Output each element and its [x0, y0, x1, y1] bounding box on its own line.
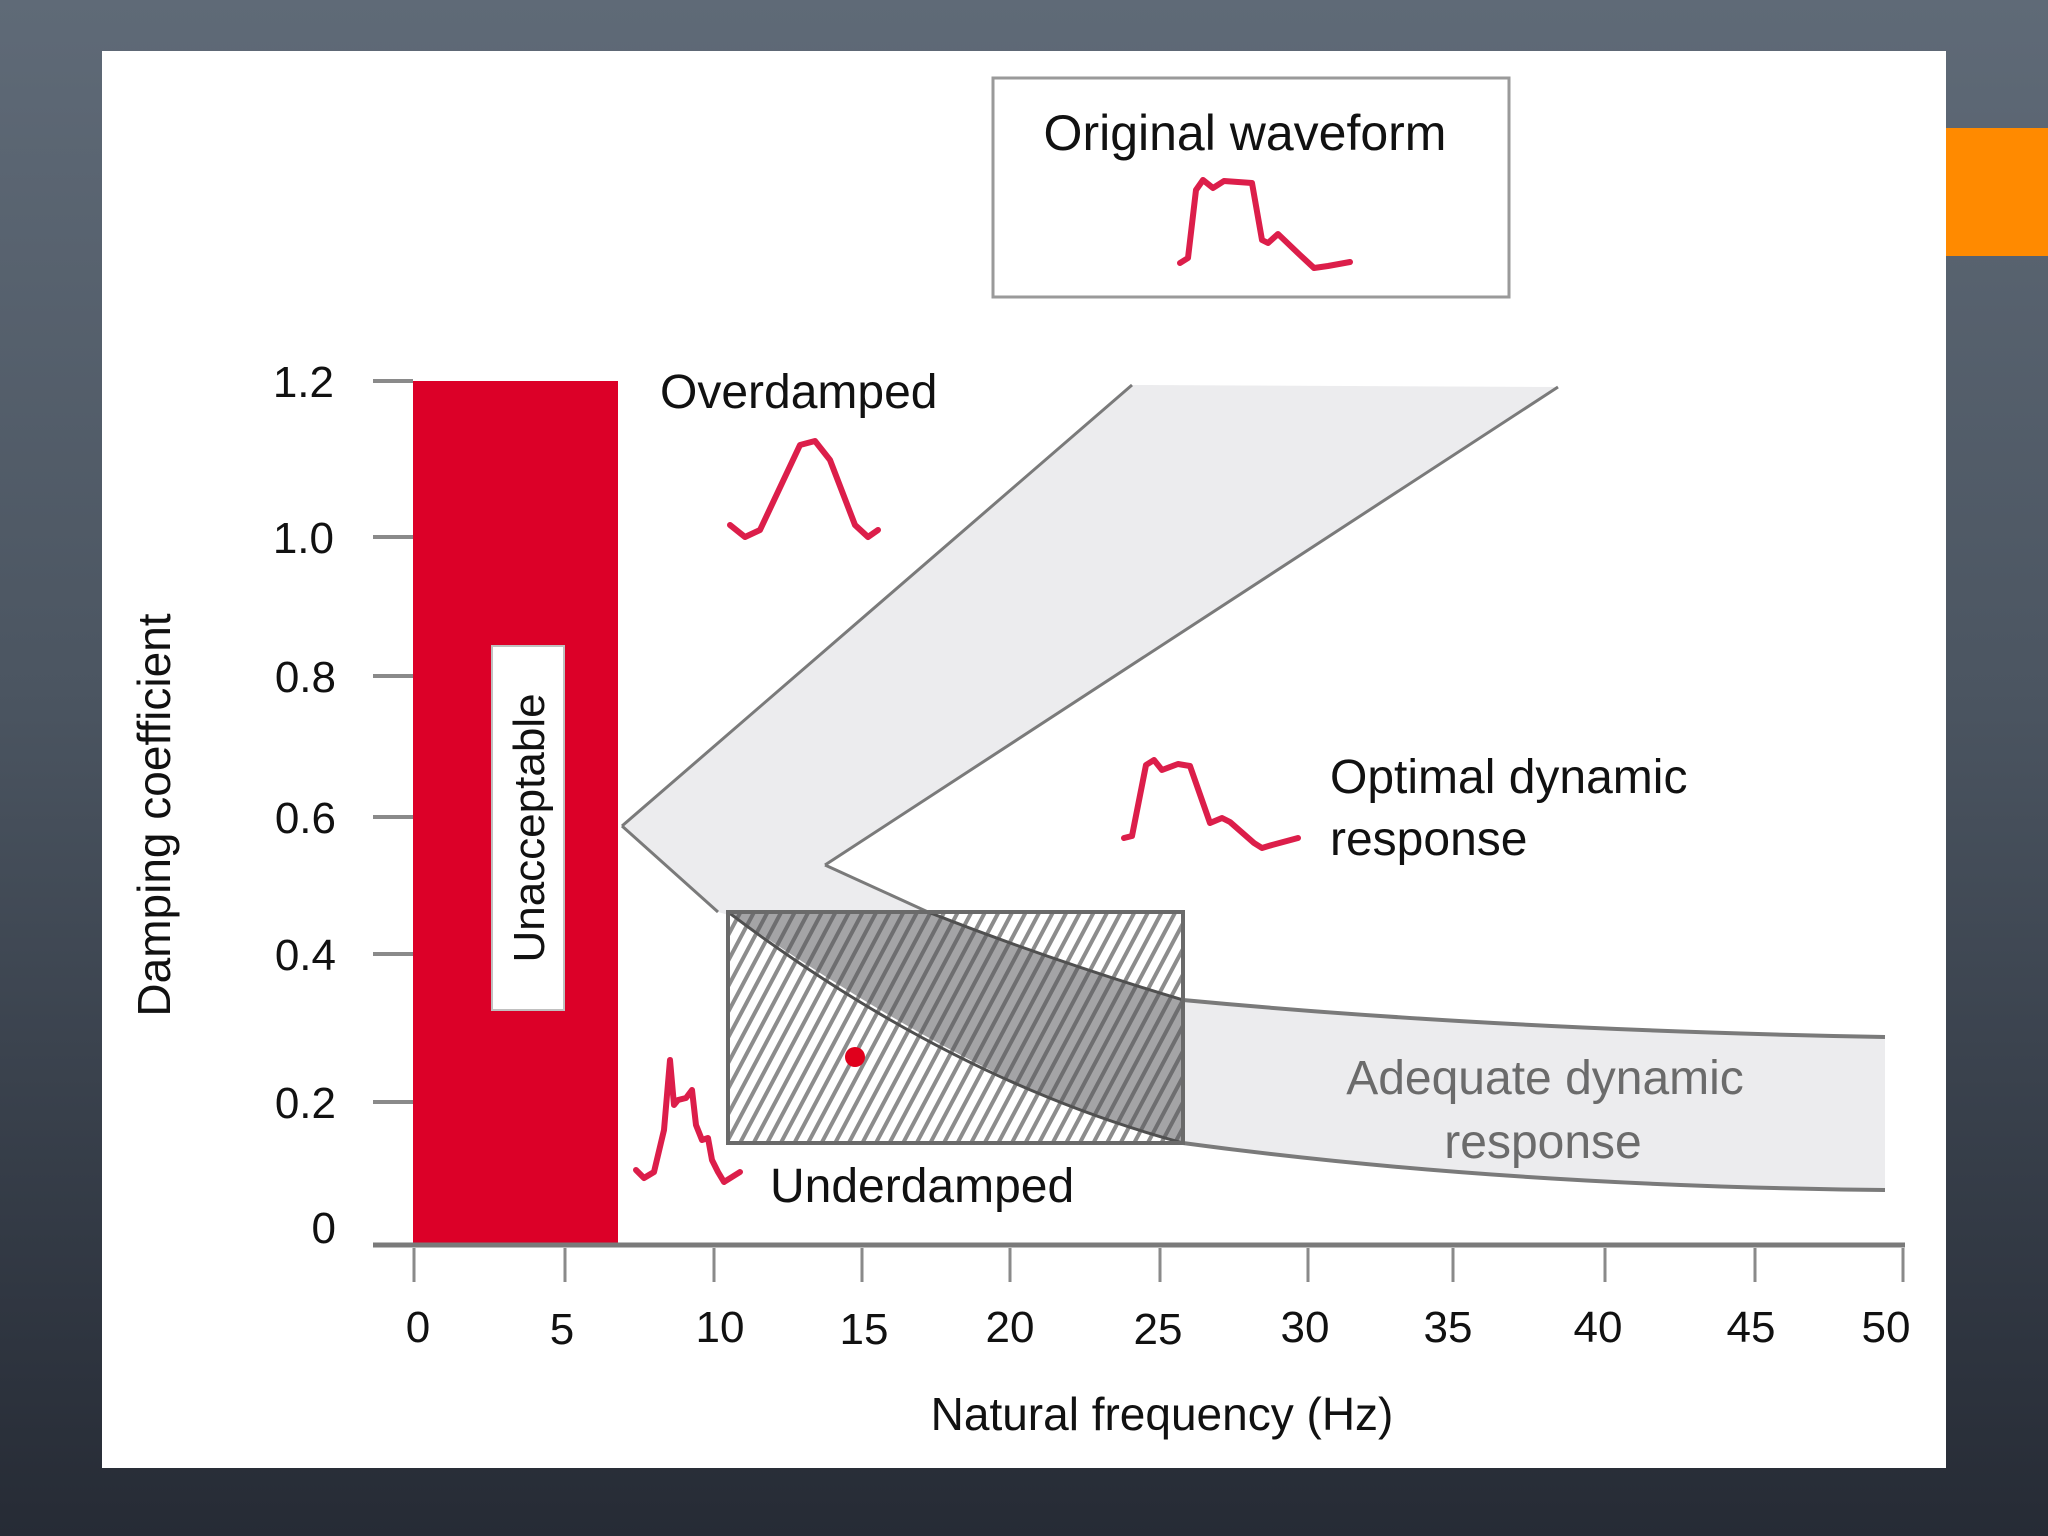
svg-text:30: 30: [1281, 1303, 1330, 1352]
optimal-band: [622, 385, 1558, 912]
orange-accent-bar: [1946, 128, 2048, 256]
svg-text:0.8: 0.8: [275, 653, 336, 702]
svg-text:15: 15: [840, 1305, 889, 1354]
underdamped-waveform-icon: [633, 1057, 743, 1185]
y-axis: [373, 379, 413, 1104]
adequate-label-line2: response: [1444, 1116, 1641, 1169]
svg-text:0: 0: [312, 1204, 336, 1253]
overdamped-waveform-icon: [727, 438, 881, 540]
x-tick-labels: 0 5 10 15 20 25 30 35 40 45 50: [406, 1303, 1911, 1354]
svg-text:0.2: 0.2: [275, 1079, 336, 1128]
original-waveform-icon: [1177, 177, 1353, 271]
y-axis-label: Damping coefficient: [128, 613, 180, 1016]
slide-panel: Original waveform Unacceptable: [102, 51, 1946, 1468]
svg-text:0.6: 0.6: [275, 794, 336, 843]
svg-text:1.0: 1.0: [273, 514, 334, 563]
svg-text:20: 20: [986, 1303, 1035, 1352]
svg-text:10: 10: [696, 1303, 745, 1352]
legend-title: Original waveform: [1044, 105, 1447, 161]
svg-text:50: 50: [1862, 1303, 1911, 1352]
underdamped-hatched-region: [726, 910, 1185, 1145]
overdamped-label: Overdamped: [660, 366, 937, 419]
unacceptable-label: Unacceptable: [505, 693, 554, 962]
optimal-waveform-icon: [1121, 757, 1301, 851]
svg-text:1.2: 1.2: [273, 358, 334, 407]
svg-text:0.4: 0.4: [275, 931, 336, 980]
svg-text:45: 45: [1727, 1303, 1776, 1352]
optimal-label-line1: Optimal dynamic: [1330, 751, 1687, 804]
measured-point: [845, 1047, 865, 1067]
svg-text:0: 0: [406, 1303, 430, 1352]
svg-text:40: 40: [1574, 1303, 1623, 1352]
adequate-label-line1: Adequate dynamic: [1346, 1052, 1744, 1105]
x-axis-ticks: [412, 1248, 1905, 1282]
x-axis-label: Natural frequency (Hz): [931, 1388, 1394, 1440]
svg-text:5: 5: [550, 1305, 574, 1354]
optimal-label-line2: response: [1330, 813, 1527, 866]
y-tick-labels: 1.2 1.0 0.8 0.6 0.4 0.2 0: [273, 358, 336, 1253]
damping-chart: Original waveform Unacceptable: [128, 76, 1911, 1440]
svg-text:25: 25: [1134, 1305, 1183, 1354]
underdamped-label: Underdamped: [770, 1160, 1074, 1213]
svg-text:35: 35: [1424, 1303, 1473, 1352]
legend-box: Original waveform: [991, 76, 1511, 299]
